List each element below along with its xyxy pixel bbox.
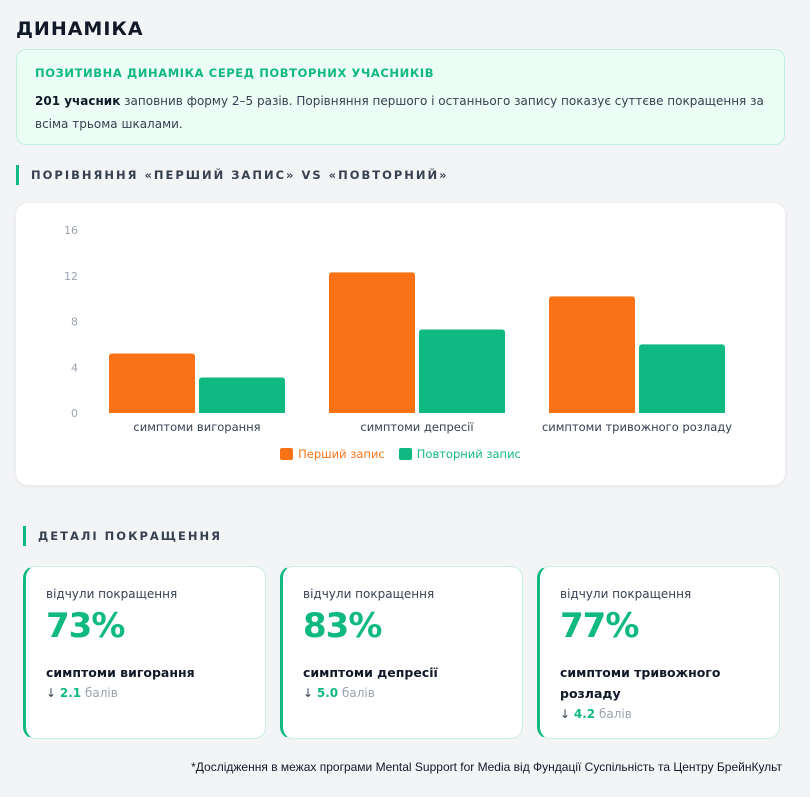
card-caption: відчули покращення — [303, 587, 435, 601]
x-tick-label: симптоми тривожного розладу — [542, 420, 732, 434]
improvement-card-depression: відчули покращення 83% симптоми депресії… — [280, 566, 523, 739]
card-percent: 77% — [560, 606, 639, 646]
highlight-body: заповнив форму 2–5 разів. Порівняння пер… — [35, 94, 764, 131]
improvement-cards: відчули покращення 73% симптоми вигоранн… — [23, 566, 780, 739]
down-arrow-icon: ↓ — [46, 686, 57, 700]
down-arrow-icon: ↓ — [560, 707, 571, 721]
delta-unit: балів — [598, 707, 632, 721]
bar — [199, 377, 285, 413]
y-tick-label: 8 — [71, 316, 78, 329]
bar — [639, 344, 725, 413]
chart-card: 0 4 8 12 16 симптоми вигорання симптоми депрес… — [16, 203, 785, 485]
card-delta: ↓ 2.1 балів — [46, 686, 245, 700]
bar — [329, 272, 415, 413]
y-tick-label: 0 — [71, 407, 78, 420]
bar-chart: 0 4 8 12 16 симптоми вигорання симптоми депрес… — [64, 224, 732, 434]
legend-label: Повторний запис — [416, 447, 521, 461]
y-tick-label: 16 — [64, 224, 78, 237]
highlight-box: ПОЗИТИВНА ДИНАМІКА СЕРЕД ПОВТОРНИХ УЧАСН… — [16, 49, 785, 145]
page-title: ДИНАМІКА — [16, 18, 144, 40]
footnote: *Дослідження в межах програми Mental Sup… — [191, 760, 782, 774]
improvement-card-burnout: відчули покращення 73% симптоми вигоранн… — [23, 566, 266, 739]
bar — [419, 329, 505, 413]
x-tick-label: симптоми вигорання — [133, 420, 260, 434]
delta-unit: балів — [341, 686, 375, 700]
card-delta: ↓ 4.2 балів — [560, 707, 759, 721]
x-tick-label: симптоми депресії — [360, 420, 474, 434]
card-caption: відчули покращення — [46, 587, 178, 601]
highlight-text: 201 учасник заповнив форму 2–5 разів. По… — [35, 90, 766, 136]
card-label: симптоми вигорання — [46, 665, 195, 680]
highlight-count: 201 учасник — [35, 94, 121, 108]
card-delta: ↓ 5.0 балів — [303, 686, 502, 700]
delta-value: 2.1 — [59, 686, 82, 700]
down-arrow-icon: ↓ — [303, 686, 314, 700]
delta-value: 4.2 — [573, 707, 596, 721]
legend-swatch — [398, 448, 412, 460]
y-tick-label: 4 — [71, 361, 78, 374]
legend-item[interactable]: Перший запис — [280, 447, 385, 461]
card-label: симптоми тривожного розладу — [560, 665, 721, 701]
legend-label: Перший запис — [298, 447, 385, 461]
chart-legend: Перший запис Повторний запис — [16, 447, 785, 461]
card-caption: відчули покращення — [560, 587, 692, 601]
highlight-heading: ПОЗИТИВНА ДИНАМІКА СЕРЕД ПОВТОРНИХ УЧАСН… — [35, 66, 435, 80]
comparison-section-header: ПОРІВНЯННЯ «ПЕРШИЙ ЗАПИС» VS «ПОВТОРНИЙ» — [16, 165, 449, 185]
details-section-header: ДЕТАЛІ ПОКРАЩЕННЯ — [23, 526, 222, 546]
improvement-card-anxiety: відчули покращення 77% симптоми тривожно… — [537, 566, 780, 739]
legend-item[interactable]: Повторний запис — [398, 447, 521, 461]
y-tick-label: 12 — [64, 270, 78, 283]
legend-swatch — [280, 448, 294, 460]
bar — [549, 296, 635, 413]
delta-unit: балів — [84, 686, 118, 700]
delta-value: 5.0 — [316, 686, 339, 700]
bar — [109, 353, 195, 413]
card-label: симптоми депресії — [303, 665, 438, 680]
card-percent: 73% — [46, 606, 125, 646]
card-percent: 83% — [303, 606, 382, 646]
